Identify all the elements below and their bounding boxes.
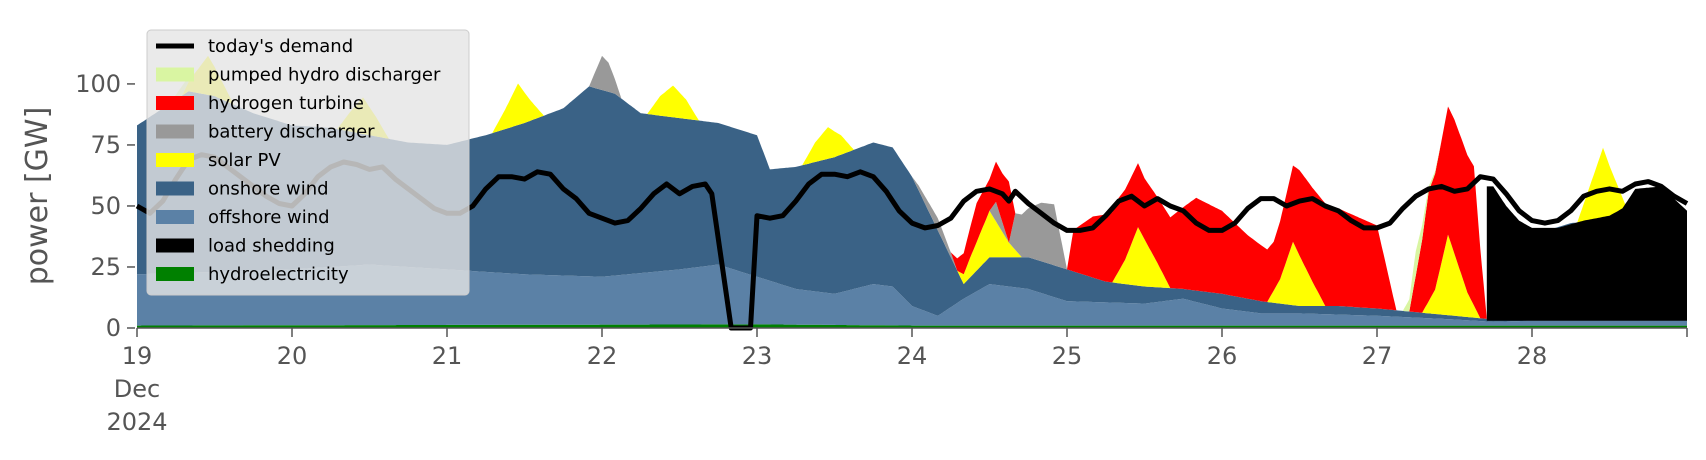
legend-entry-today-s-demand: today's demand — [156, 36, 353, 57]
legend: today's demand pumped hydro discharger hyd… — [146, 29, 470, 296]
x-tick-label: 24 — [897, 342, 928, 370]
series-area-load-shedding — [1486, 186, 1687, 321]
x-tick-label: 19 — [122, 342, 153, 370]
legend-entry-solar-pv: solar PV — [156, 150, 281, 171]
y-tick-label: 25 — [90, 253, 121, 281]
y-axis-title: power [GW] — [20, 107, 55, 286]
x-tick-label: 25 — [1052, 342, 1083, 370]
legend-label: offshore wind — [208, 207, 330, 228]
axes: 0 25 50 75 100 19 Dec 2024 20 21 22 23 24 25 26 27 28 pow… — [20, 70, 1688, 436]
legend-entry-battery-discharger: battery discharger — [156, 122, 375, 143]
legend-label: pumped hydro discharger — [208, 65, 441, 86]
y-tick-label: 50 — [90, 192, 121, 220]
legend-label: battery discharger — [208, 122, 375, 143]
series-area-hydrogen-turbine — [137, 55, 1687, 320]
legend-swatch — [156, 267, 194, 281]
y-tick-label: 0 — [106, 314, 121, 342]
x-tick-label: Dec — [114, 375, 160, 403]
x-tick-label: 20 — [277, 342, 308, 370]
x-tick-label: 28 — [1517, 342, 1548, 370]
legend-label: hydroelectricity — [208, 264, 349, 285]
x-tick-label: 26 — [1207, 342, 1238, 370]
legend-label: onshore wind — [208, 179, 329, 200]
legend-entry-offshore-wind: offshore wind — [156, 207, 330, 228]
legend-swatch — [156, 210, 194, 224]
x-tick-label: 22 — [587, 342, 618, 370]
legend-label: hydrogen turbine — [208, 93, 364, 114]
y-tick-label: 100 — [75, 70, 121, 98]
legend-label: today's demand — [208, 36, 353, 57]
x-tick-label: 23 — [742, 342, 773, 370]
series-area-hydroelectricity — [137, 324, 1687, 328]
legend-swatch — [156, 124, 194, 139]
legend-swatch — [156, 153, 194, 167]
legend-entry-pumped-hydro-discharger: pumped hydro discharger — [156, 65, 441, 86]
legend-box — [146, 29, 470, 296]
series-area-offshore-wind — [137, 264, 1687, 326]
legend-swatch — [156, 67, 194, 82]
legend-label: solar PV — [208, 150, 281, 171]
y-tick-label: 75 — [90, 131, 121, 159]
series-area-onshore-wind — [137, 86, 1687, 322]
legend-entry-hydrogen-turbine: hydrogen turbine — [156, 93, 364, 114]
x-tick-label: 21 — [432, 342, 463, 370]
legend-swatch — [156, 238, 194, 253]
series-area-solar-pv — [137, 55, 1687, 320]
x-tick-label: 2024 — [106, 408, 167, 436]
legend-label: load shedding — [208, 236, 335, 257]
legend-swatch — [156, 181, 194, 196]
legend-entry-load-shedding: load shedding — [156, 236, 335, 257]
legend-swatch — [156, 96, 194, 110]
x-tick-label: 27 — [1362, 342, 1393, 370]
legend-entry-onshore-wind: onshore wind — [156, 179, 329, 200]
legend-entry-hydroelectricity: hydroelectricity — [156, 264, 349, 285]
